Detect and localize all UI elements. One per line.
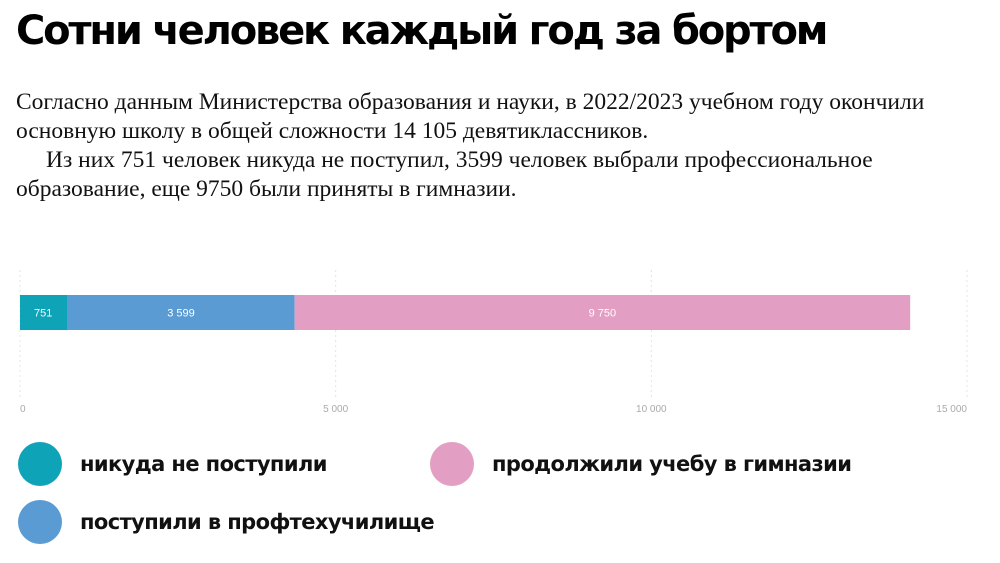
stacked-bar-chart: 0 5 000 10 000 15 000 751 3 599 9 750 — [19, 270, 968, 415]
legend-swatch-blue — [18, 500, 62, 544]
bar-segment — [294, 295, 911, 330]
legend-swatch-pink — [430, 442, 474, 486]
x-tick-label: 15 000 — [936, 404, 967, 415]
legend-label: продолжили учебу в гимназии — [492, 452, 852, 476]
legend-label: никуда не поступили — [80, 452, 327, 476]
bar-segment — [20, 295, 68, 330]
data-label: 751 — [34, 308, 52, 320]
bar-segment — [67, 295, 295, 330]
legend-item-vocational: поступили в профтехучилище — [18, 500, 435, 544]
paragraph-1: Согласно данным Министерства образования… — [16, 89, 925, 144]
article-text: Согласно данным Министерства образования… — [16, 88, 976, 204]
x-tick-label: 10 000 — [636, 404, 667, 415]
legend-swatch-teal — [18, 442, 62, 486]
paragraph-2: Из них 751 человек никуда не поступил, 3… — [16, 147, 873, 202]
x-tick-label: 0 — [20, 404, 26, 415]
page-title: Сотни человек каждый год за бортом — [16, 8, 828, 54]
legend-label: поступили в профтехучилище — [80, 510, 435, 534]
data-label: 3 599 — [167, 308, 195, 320]
legend-item-no-admission: никуда не поступили — [18, 442, 327, 486]
data-label: 9 750 — [589, 308, 617, 320]
x-tick-label: 5 000 — [323, 404, 348, 415]
legend-item-gymnasium: продолжили учебу в гимназии — [430, 442, 852, 486]
